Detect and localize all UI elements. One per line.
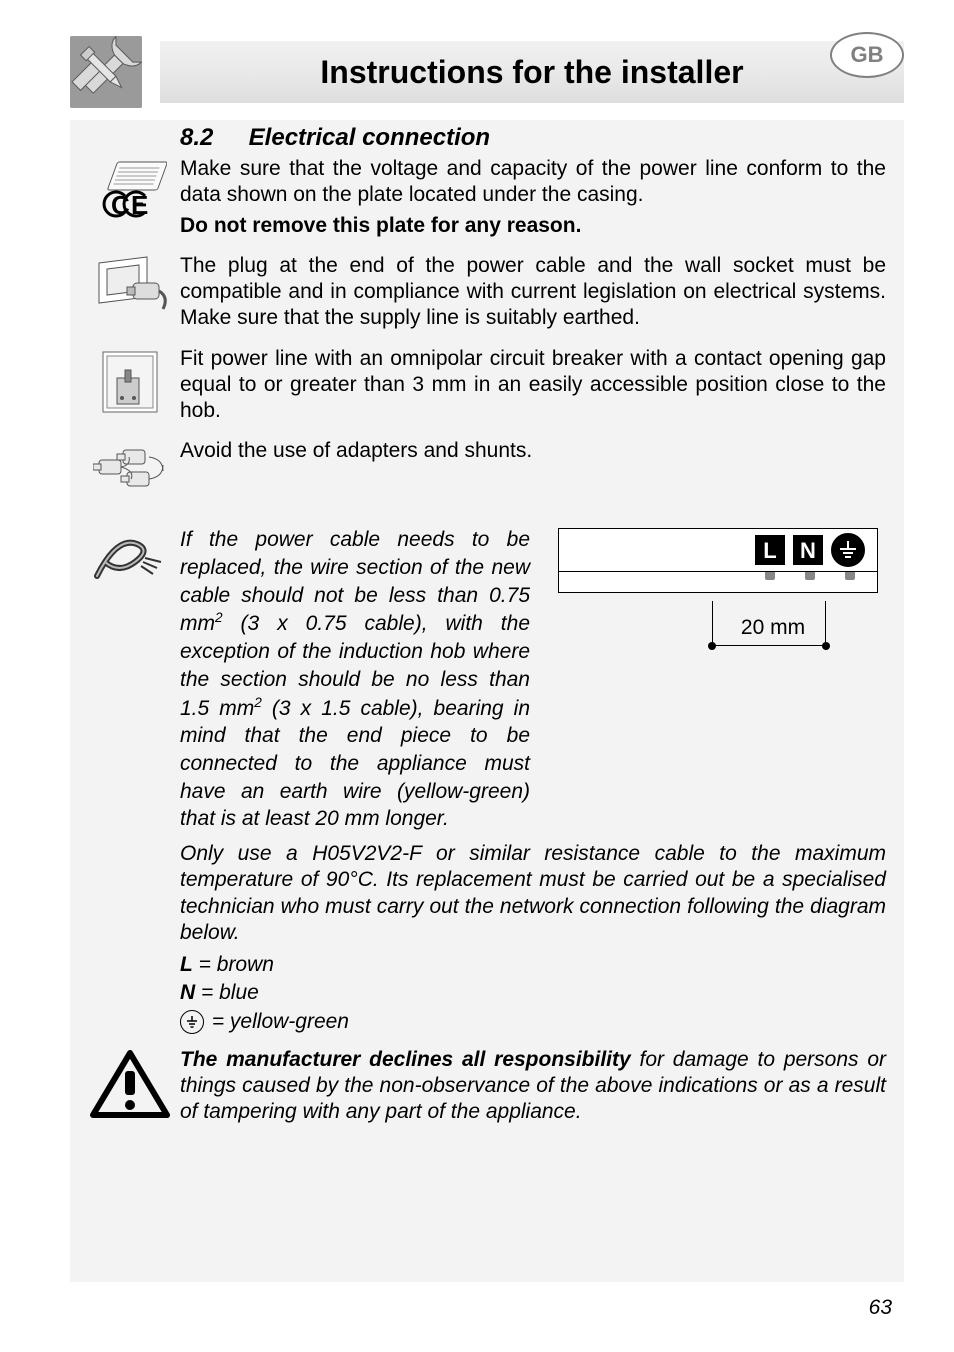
locale-badge: GB — [830, 32, 904, 78]
wire-N-txt: = blue — [195, 981, 259, 1004]
cable-text-left: If the power cable needs to be replaced,… — [180, 526, 530, 833]
page-title: Instructions for the installer — [160, 41, 904, 103]
rating-plate-icon: C E — [93, 158, 167, 220]
terminal-slot — [558, 572, 878, 593]
row-warning: The manufacturer declines all responsibi… — [80, 1047, 886, 1130]
dimension: 20 mm — [558, 601, 878, 669]
plate-text-1: Make sure that the voltage and capacity … — [180, 156, 886, 209]
page: Instructions for the installer GB 8.2 El… — [0, 0, 954, 1352]
cable-sup2: 2 — [254, 695, 262, 710]
row-cable: If the power cable needs to be replaced,… — [80, 526, 886, 1037]
wire-N-sym: N — [180, 981, 195, 1004]
dimension-label: 20 mm — [728, 615, 818, 641]
terminal-ground-icon — [831, 533, 865, 567]
wrench-badge-icon — [70, 36, 142, 108]
section-heading: 8.2 Electrical connection — [180, 124, 904, 152]
cable-sup1: 2 — [215, 610, 223, 625]
cable-text-below: Only use a H05V2V2-F or similar resistan… — [180, 841, 886, 946]
content-band: 8.2 Electrical connection — [70, 120, 904, 1282]
warning-triangle-icon — [89, 1049, 171, 1121]
page-number: 63 — [869, 1296, 892, 1320]
cable-split: If the power cable needs to be replaced,… — [180, 526, 886, 833]
no-adapters-icon — [93, 440, 167, 502]
section-number: 8.2 — [180, 124, 242, 152]
wire-L-sym: L — [180, 953, 193, 976]
wall-socket-icon — [93, 255, 167, 317]
row-adapter: Avoid the use of adapters and shunts. — [80, 438, 886, 516]
row-breaker: Fit power line with an omnipolar circuit… — [80, 346, 886, 429]
cable-icon — [93, 528, 167, 590]
row-plate: C E Make sure that the voltage and capac… — [80, 156, 886, 243]
section-title: Electrical connection — [249, 124, 490, 151]
header: Instructions for the installer — [70, 36, 904, 108]
terminal-L: L — [755, 535, 785, 565]
plate-text-2: Do not remove this plate for any reason. — [180, 213, 886, 239]
warning-text: The manufacturer declines all responsibi… — [180, 1047, 886, 1126]
terminal-N: N — [793, 535, 823, 565]
plug-text: The plug at the end of the power cable a… — [180, 253, 886, 332]
adapter-text: Avoid the use of adapters and shunts. — [180, 438, 886, 464]
terminal-diagram: L N — [550, 526, 886, 833]
circuit-breaker-icon — [93, 348, 167, 416]
terminal-strip: L N — [558, 528, 878, 572]
wire-L-txt: = brown — [193, 953, 274, 976]
wire-G-txt: = yellow-green — [206, 1010, 349, 1033]
warning-lead: The manufacturer declines all responsibi… — [180, 1048, 631, 1071]
ground-symbol-icon — [180, 1010, 204, 1034]
breaker-text: Fit power line with an omnipolar circuit… — [180, 346, 886, 425]
row-plug: The plug at the end of the power cable a… — [80, 253, 886, 336]
wire-color-list: L = brown N = blue = — [180, 952, 886, 1035]
